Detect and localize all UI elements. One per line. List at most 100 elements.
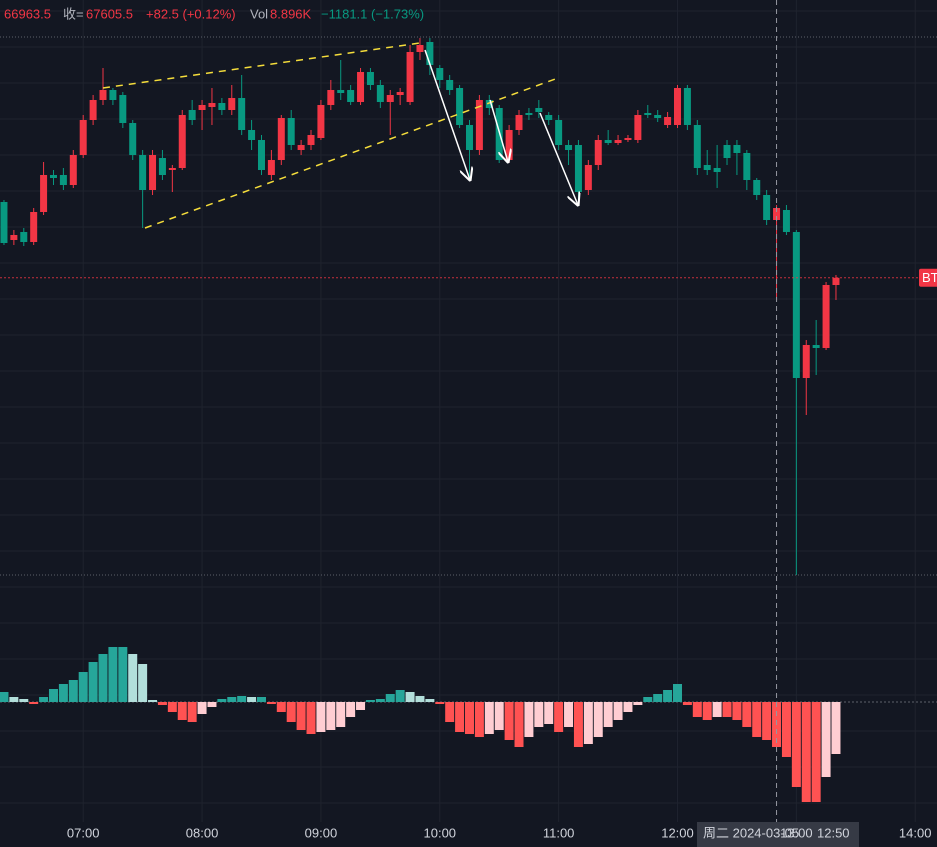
candle-body	[485, 100, 493, 108]
histogram-bar	[663, 690, 673, 702]
histogram-bar	[821, 702, 831, 777]
histogram-bar	[157, 702, 167, 705]
arrow	[424, 49, 470, 180]
annotations	[102, 42, 578, 229]
candle-body	[248, 130, 256, 140]
candle-body	[763, 195, 771, 220]
x-tick-label: 10:00	[424, 825, 457, 840]
candle-body	[119, 95, 127, 123]
histogram-bar	[762, 702, 772, 740]
candle-body	[208, 103, 216, 107]
candle-body	[168, 168, 176, 170]
candle-body	[773, 208, 781, 220]
histogram-bar	[801, 702, 811, 802]
histogram-bar	[256, 697, 266, 702]
candle-body	[188, 110, 196, 120]
header-label: Vol	[250, 6, 268, 21]
header-label: 收=	[63, 6, 84, 21]
histogram-bar	[187, 702, 197, 722]
candle-body	[654, 115, 662, 118]
candle-body	[832, 277, 840, 285]
crosshair-time: 12:50	[817, 825, 850, 840]
x-tick-label: 07:00	[67, 825, 100, 840]
header-value: +82.5 (+0.12%)	[146, 6, 236, 21]
histogram-bar	[445, 702, 455, 722]
candle-body	[376, 85, 384, 102]
arrow	[539, 112, 578, 205]
histogram-bar	[19, 699, 29, 702]
crosshair-date: 周二 2024-03-05	[703, 825, 799, 840]
histogram-bar	[365, 700, 375, 702]
histogram-bar	[514, 702, 524, 747]
histogram-bar	[207, 702, 217, 707]
histogram-bar	[276, 702, 286, 712]
histogram-bar	[752, 702, 762, 737]
candle-body	[386, 95, 394, 102]
price-tag-label: BT	[922, 270, 937, 285]
histogram-bar	[286, 702, 296, 722]
histogram-bar	[573, 702, 583, 747]
histogram-bar	[58, 684, 68, 702]
candle-body	[109, 90, 117, 100]
histogram-bar	[39, 697, 49, 702]
histogram-bar	[484, 702, 494, 734]
histogram-bar	[405, 692, 415, 702]
histogram-bar	[643, 697, 653, 702]
histogram-bar	[217, 699, 227, 702]
candle-body	[505, 130, 513, 160]
histogram-bar	[564, 702, 574, 727]
candle-body	[0, 202, 8, 243]
candle-body	[218, 103, 226, 110]
trend-line	[144, 77, 559, 229]
candle-body	[456, 88, 464, 125]
histogram-bar	[395, 690, 405, 702]
histogram-bar	[88, 662, 98, 702]
histogram-bar	[831, 702, 841, 754]
candle-body	[723, 145, 731, 158]
candle-body	[465, 125, 473, 150]
histogram-bar	[237, 696, 247, 702]
candle-body	[49, 175, 57, 178]
candle-body	[545, 115, 553, 120]
histogram-bar	[336, 702, 346, 727]
histogram-bar	[138, 664, 148, 702]
histogram-bar	[554, 702, 564, 732]
histogram-bar	[227, 697, 237, 702]
candle-body	[436, 68, 444, 80]
candle-body	[812, 345, 820, 348]
candle-body	[802, 345, 810, 378]
candle-body	[267, 160, 275, 175]
histogram-bar	[682, 702, 692, 705]
histogram-bar	[247, 697, 257, 702]
candle-body	[515, 115, 523, 130]
histogram-bar	[78, 672, 88, 702]
histogram-bar	[316, 702, 326, 732]
candle-body	[782, 210, 790, 232]
histogram-bar	[593, 702, 603, 737]
x-tick-label: 09:00	[305, 825, 338, 840]
histogram-bar	[0, 692, 9, 702]
candle-body	[594, 140, 602, 165]
candle-body	[584, 165, 592, 190]
histogram-bar	[811, 702, 821, 802]
trend-line	[102, 42, 421, 89]
candle-body	[198, 105, 206, 110]
histogram-bar	[148, 700, 158, 702]
histogram-bar	[623, 702, 633, 712]
candle-body	[416, 45, 424, 52]
candle-body	[357, 72, 365, 102]
histogram-bar	[9, 697, 19, 702]
histogram-bar	[722, 702, 732, 717]
histogram-bar	[197, 702, 207, 714]
histogram-bar	[29, 702, 39, 704]
candle-body	[743, 153, 751, 180]
candle-body	[822, 285, 830, 348]
histogram-bar	[326, 702, 336, 730]
candle-body	[703, 165, 711, 170]
candle-body	[287, 118, 295, 145]
histogram-bar	[356, 702, 366, 710]
candle-body	[673, 88, 681, 125]
x-tick-label: 08:00	[186, 825, 219, 840]
